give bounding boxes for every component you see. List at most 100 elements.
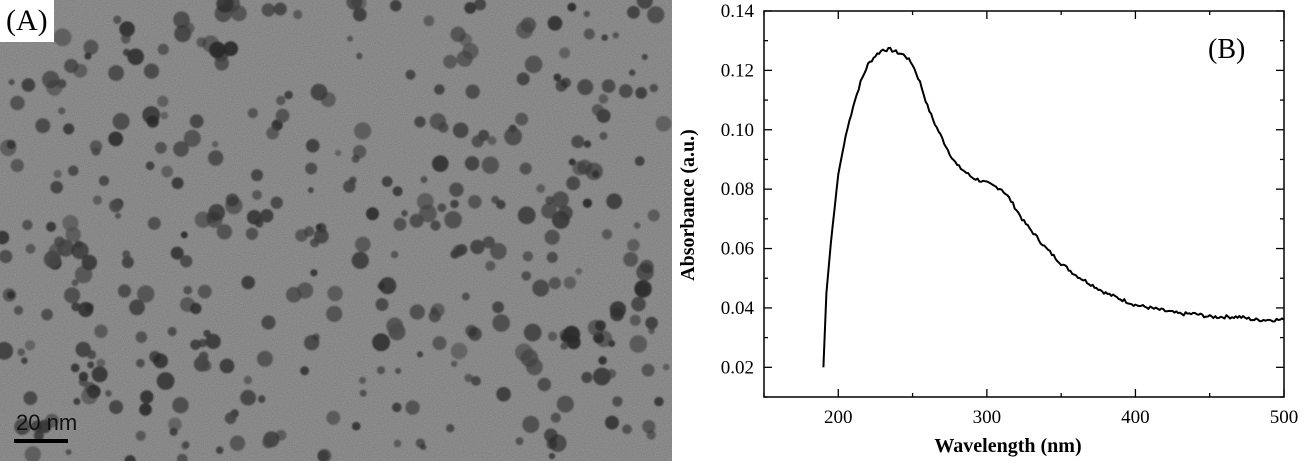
nanoparticle: [432, 155, 449, 172]
nanoparticle: [266, 126, 279, 140]
nanoparticle: [0, 341, 14, 360]
y-tick-label: 0.08: [721, 179, 754, 200]
nanoparticle: [601, 34, 608, 41]
nanoparticle: [304, 335, 320, 351]
nanoparticle: [114, 212, 122, 219]
nanoparticle: [293, 9, 303, 20]
nanoparticle: [105, 390, 112, 397]
nanoparticle: [335, 149, 342, 157]
nanoparticle: [641, 53, 648, 61]
nanoparticle: [119, 21, 135, 37]
nanoparticle: [273, 2, 287, 16]
nanoparticle: [492, 314, 511, 332]
nanoparticle: [183, 285, 193, 295]
nanoparticle: [485, 260, 496, 271]
nanoparticle: [552, 191, 569, 209]
nanoparticle: [351, 251, 369, 269]
nanoparticle: [583, 28, 595, 40]
y-tick-label: 0.02: [721, 357, 754, 378]
nanoparticle: [450, 342, 468, 360]
nanoparticle: [591, 104, 604, 116]
nanoparticle: [92, 195, 102, 205]
nanoparticle: [437, 203, 447, 213]
nanoparticle: [629, 314, 641, 326]
nanoparticle: [140, 390, 154, 404]
nanoparticle: [225, 196, 243, 215]
y-tick-label: 0.14: [721, 1, 755, 22]
nanoparticle: [167, 326, 177, 337]
nanoparticle: [372, 333, 391, 352]
nanoparticle: [599, 131, 608, 140]
nanoparticle: [609, 301, 627, 318]
nanoparticle: [537, 377, 552, 392]
nanoparticle: [468, 195, 482, 209]
scale-bar: [14, 439, 68, 443]
nanoparticle: [41, 308, 53, 321]
nanoparticle: [392, 186, 403, 197]
nanoparticle: [612, 396, 623, 407]
nanoparticle: [219, 358, 235, 374]
chart-series: [822, 46, 1285, 368]
nanoparticle: [522, 415, 540, 433]
nanoparticle: [622, 424, 632, 435]
nanoparticle: [545, 196, 554, 205]
nanoparticle: [155, 141, 167, 154]
nanoparticle: [550, 412, 561, 423]
nanoparticle: [523, 323, 542, 342]
nanoparticle: [326, 305, 343, 322]
nanoparticle: [13, 305, 24, 315]
nanoparticle: [359, 389, 367, 397]
nanoparticle: [194, 211, 212, 228]
nanoparticle: [87, 361, 95, 369]
nanoparticle: [393, 217, 407, 231]
absorbance-line: [822, 46, 1285, 368]
nanoparticle: [71, 279, 79, 287]
nanoparticle: [471, 135, 484, 148]
tem-image-panel: (A) 20 nm: [0, 0, 672, 466]
nanoparticle: [355, 236, 371, 253]
nanoparticle: [351, 421, 361, 431]
nanoparticle: [94, 324, 108, 338]
nanoparticle: [8, 79, 15, 86]
nanoparticle: [388, 323, 406, 341]
y-tick-label: 0.12: [721, 60, 754, 81]
nanoparticle: [137, 285, 155, 303]
nanoparticle: [314, 228, 329, 244]
nanoparticle: [641, 363, 655, 377]
nanoparticle: [464, 156, 480, 171]
nanoparticle: [65, 449, 72, 456]
nanoparticle: [198, 338, 207, 348]
nanoparticle: [146, 115, 159, 128]
nanoparticle: [471, 376, 481, 386]
nanoparticle: [170, 246, 184, 260]
nanoparticles: [0, 0, 672, 466]
nanoparticle: [409, 304, 425, 320]
nanoparticle: [504, 127, 523, 146]
nanoparticle: [181, 442, 189, 450]
nanoparticle: [356, 52, 363, 60]
nanoparticle: [243, 375, 253, 385]
nanoparticle: [559, 47, 571, 59]
nanoparticle: [135, 430, 146, 441]
nanoparticle: [275, 108, 290, 123]
nanoparticle: [443, 54, 457, 69]
nanoparticle: [64, 287, 81, 304]
nanoparticle: [551, 211, 570, 229]
nanoparticle: [401, 210, 408, 217]
nanoparticle: [121, 256, 134, 269]
nanoparticle: [415, 438, 426, 448]
nanoparticle: [381, 176, 393, 188]
nanoparticle: [189, 114, 204, 129]
nanoparticle: [358, 376, 367, 384]
nanoparticle: [612, 32, 619, 39]
nanoparticle: [595, 320, 606, 331]
nanoparticle: [183, 22, 195, 34]
nanoparticle: [379, 277, 397, 295]
y-tick-label: 0.04: [721, 298, 755, 319]
nanoparticle: [196, 37, 207, 48]
nanoparticle: [81, 387, 98, 405]
nanoparticle: [127, 48, 144, 66]
nanoparticle: [395, 367, 402, 374]
nanoparticle: [74, 265, 93, 284]
nanoparticle: [327, 285, 343, 302]
